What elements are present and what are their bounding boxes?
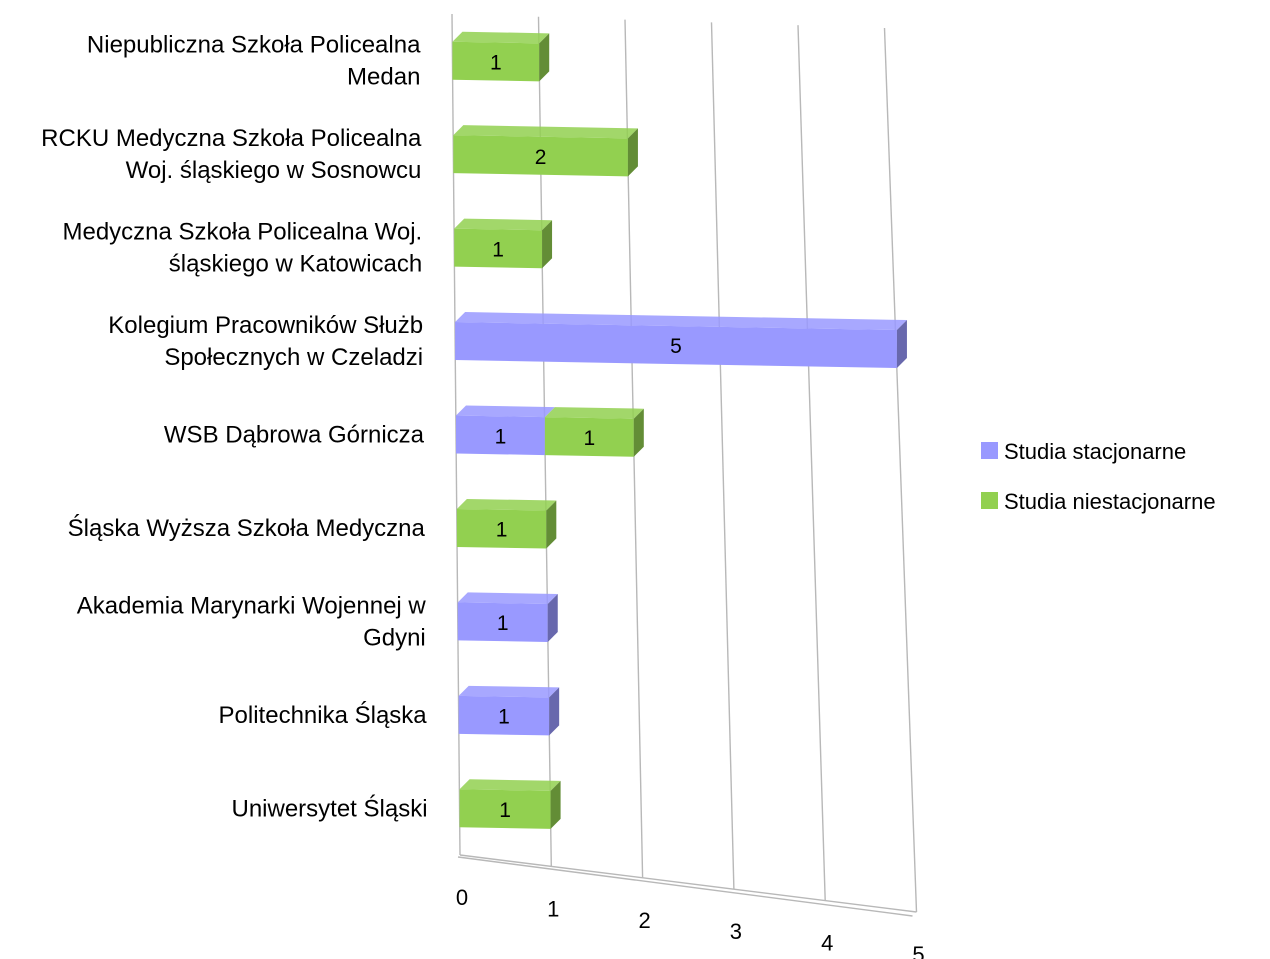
category-label-7: Politechnika Śląska — [219, 701, 428, 729]
category-label-2: Medyczna Szkoła Policealna Woj. śląskiego… — [62, 219, 422, 278]
tick-label-0: 0 — [456, 885, 468, 910]
bar-side-8-1 — [550, 780, 561, 829]
data-label-1-1: 2 — [535, 146, 547, 169]
category-label-0: Niepubliczna Szkoła Policealna Medan — [87, 32, 421, 91]
category-label-5: Śląska Wyższa Szkoła Medyczna — [68, 514, 426, 542]
category-label-1: RCKU Medyczna Szkoła Policealna Woj. śląs… — [41, 125, 422, 184]
tick-labels: 0 1 2 3 4 5 — [456, 885, 925, 959]
gridline-4 — [797, 25, 826, 901]
bar-6-series-0: 1 — [457, 592, 558, 642]
bar-7-series-0: 1 — [458, 685, 560, 736]
tick-label-2: 2 — [638, 908, 650, 933]
bar-front-3-0 — [455, 322, 897, 369]
bar-top-5-1 — [456, 498, 557, 511]
gridline-3 — [710, 22, 735, 890]
bar-side-3-0 — [896, 320, 907, 369]
bar-front-4-0 — [456, 415, 545, 456]
bar-top-7-0 — [458, 685, 560, 698]
bar-front-1-1 — [453, 135, 628, 177]
legend: Studia stacjonarne Studia niestacjonarne — [981, 439, 1216, 514]
category-label-6: Akademia Marynarki Wojennej w Gdyni — [77, 592, 427, 651]
legend-label-1: Studia niestacjonarne — [1004, 489, 1216, 514]
category-labels: Niepubliczna Szkoła Policealna Medan RCKU … — [41, 32, 427, 823]
bar-4-series-0: 1 — [456, 405, 555, 456]
bar-top-0-1 — [452, 31, 550, 44]
tick-label-4: 4 — [821, 931, 833, 956]
bar-top-4-0 — [456, 405, 555, 418]
bar-front-6-0 — [457, 602, 548, 642]
bar-8-series-1: 1 — [459, 779, 561, 829]
legend-label-0: Studia stacjonarne — [1004, 439, 1186, 464]
bar-top-1-1 — [453, 125, 638, 139]
bar-0-series-1: 1 — [452, 31, 550, 82]
data-label-4-1: 1 — [584, 427, 596, 450]
bar-front-5-1 — [456, 508, 547, 549]
category-label-4: WSB Dąbrowa Górnicza — [164, 422, 425, 449]
bar-front-4-1 — [544, 417, 634, 457]
bar-top-4-1 — [544, 407, 644, 419]
bar-front-8-1 — [459, 789, 551, 829]
legend-swatch-1 — [981, 492, 998, 509]
tick-label-3: 3 — [730, 919, 742, 944]
bar-top-8-1 — [459, 779, 561, 791]
bar-side-7-0 — [549, 687, 560, 736]
bar-side-2-1 — [542, 220, 553, 269]
bar-side-5-1 — [546, 500, 557, 549]
bar-side-0-1 — [539, 33, 550, 82]
bar-front-7-0 — [458, 695, 550, 736]
category-label-8: Uniwersytet Śląski — [231, 794, 427, 822]
data-label-6-0: 1 — [497, 612, 509, 635]
chart-bars: 1 2 1 5 1 1 1 1 1 1 — [452, 31, 907, 829]
bar-front-2-1 — [454, 228, 543, 269]
bar-4-series-1: 1 — [544, 407, 644, 457]
bar-2-series-1: 1 — [454, 218, 553, 269]
data-label-8-1: 1 — [499, 799, 511, 822]
tick-label-1: 1 — [547, 896, 559, 921]
data-label-7-0: 1 — [498, 706, 510, 729]
bar-5-series-1: 1 — [456, 498, 557, 549]
floor-line — [459, 854, 917, 913]
bar-1-series-1: 2 — [453, 125, 638, 177]
data-label-0-1: 1 — [490, 52, 502, 75]
bar-3-series-0: 5 — [455, 312, 907, 369]
bar-front-0-1 — [452, 41, 540, 82]
bar-top-3-0 — [455, 312, 907, 331]
tick-label-5: 5 — [912, 942, 924, 959]
gridline-5 — [883, 27, 918, 913]
bar-top-2-1 — [454, 218, 553, 231]
data-label-2-1: 1 — [492, 238, 504, 261]
data-label-3-0: 5 — [670, 335, 682, 358]
legend-swatch-0 — [981, 442, 998, 459]
floor-edge — [457, 856, 913, 917]
data-label-5-1: 1 — [496, 519, 508, 542]
bar-side-1-1 — [627, 128, 638, 177]
data-label-4-0: 1 — [495, 425, 507, 448]
bar-top-6-0 — [457, 592, 558, 604]
bar-side-4-1 — [633, 408, 644, 457]
bar-side-6-0 — [547, 593, 558, 642]
category-label-3: Kolegium Pracowników Służb Społecznych w … — [108, 312, 423, 371]
